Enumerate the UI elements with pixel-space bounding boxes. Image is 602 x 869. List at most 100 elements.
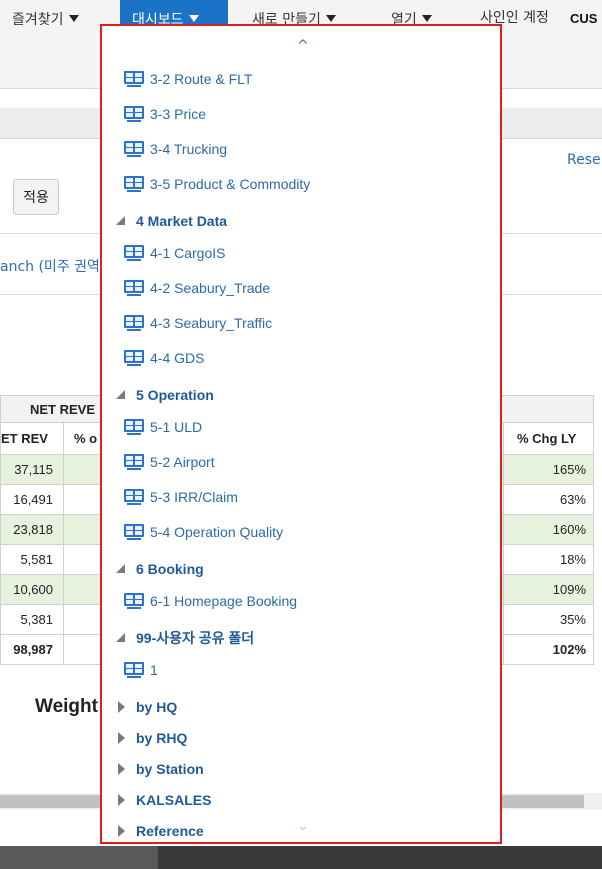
menu-folder-collapsed[interactable]: KALSALES: [116, 790, 211, 810]
cell-chg-ly: 18%: [559, 552, 586, 567]
menu-folder-label: by RHQ: [136, 730, 188, 746]
table-group-title: NET REVE: [30, 402, 96, 417]
menu-item-label: 3-5 Product & Commodity: [150, 176, 311, 192]
menu-folder-label: by HQ: [136, 699, 178, 715]
menu-folder-label: 5 Operation: [136, 387, 214, 403]
divider: [63, 635, 64, 664]
collapsed-triangle-icon[interactable]: [118, 763, 125, 775]
menu-item-label: 3-2 Route & FLT: [150, 71, 253, 87]
menu-folder-label: 6 Booking: [136, 561, 204, 577]
dashboard-menu-item[interactable]: 4-3 Seabury_Traffic: [124, 312, 272, 334]
collapsed-triangle-icon[interactable]: [118, 701, 125, 713]
menu-item-label: 3-3 Price: [150, 106, 207, 122]
signed-in-label: 사인인 계정: [480, 10, 549, 26]
reset-link[interactable]: Rese: [567, 152, 601, 168]
expanded-triangle-icon[interactable]: [116, 215, 125, 225]
menu-folder-expanded[interactable]: 5 Operation: [116, 385, 214, 405]
dashboard-icon: [124, 244, 144, 262]
scroll-down-icon[interactable]: ⌄: [297, 818, 309, 834]
cell-net-rev: 5,581: [20, 552, 53, 567]
divider: [503, 635, 504, 664]
menu-folder-collapsed[interactable]: by RHQ: [116, 728, 187, 748]
divider: [503, 423, 504, 455]
cell-chg-ly: 109%: [552, 582, 586, 597]
cell-chg-ly: 102%: [552, 642, 586, 657]
expanded-triangle-icon[interactable]: [116, 563, 125, 573]
cell-net-rev: 10,600: [13, 582, 53, 597]
dashboard-menu-item[interactable]: 4-4 GDS: [124, 347, 204, 369]
menu-folder-expanded[interactable]: 99-사용자 공유 폴더: [116, 628, 254, 648]
cell-chg-ly: 63%: [559, 492, 586, 507]
menu-item-label: 5-3 IRR/Claim: [150, 489, 238, 505]
expanded-triangle-icon[interactable]: [116, 632, 125, 642]
scroll-up-icon[interactable]: ^: [297, 38, 309, 54]
dashboard-icon: [124, 592, 144, 610]
menu-folder-label: 99-사용자 공유 폴더: [136, 630, 255, 646]
dashboard-menu-item[interactable]: 5-2 Airport: [124, 451, 215, 473]
col-pct: % o: [74, 431, 98, 446]
menu-folder-expanded[interactable]: 4 Market Data: [116, 211, 227, 231]
divider: [63, 605, 64, 634]
menu-item-label: 6-1 Homepage Booking: [150, 593, 298, 609]
divider: [63, 485, 64, 514]
collapsed-triangle-icon[interactable]: [118, 825, 125, 837]
menu-item-label: 4-3 Seabury_Traffic: [150, 315, 273, 331]
divider: [503, 485, 504, 514]
cell-net-rev: 37,115: [14, 462, 53, 477]
dashboard-icon: [124, 661, 144, 679]
dashboard-menu-item[interactable]: 3-2 Route & FLT: [124, 68, 252, 90]
nav-favorites[interactable]: 즐겨찾기: [12, 9, 79, 29]
bottom-bar-segment: [0, 846, 158, 869]
dashboard-menu-item[interactable]: 3-4 Trucking: [124, 138, 227, 160]
dashboard-menu-item[interactable]: 5-4 Operation Quality: [124, 521, 283, 543]
dashboard-icon: [124, 140, 144, 158]
divider: [63, 423, 64, 455]
apply-button[interactable]: 적용: [13, 179, 59, 215]
branch-link[interactable]: anch (미주 권역: [0, 259, 100, 275]
expanded-triangle-icon[interactable]: [116, 389, 125, 399]
cell-chg-ly: 35%: [559, 612, 586, 627]
divider: [63, 575, 64, 604]
menu-folder-collapsed[interactable]: by HQ: [116, 697, 177, 717]
dashboard-icon: [124, 70, 144, 88]
menu-item-label: 1: [150, 662, 158, 678]
collapsed-triangle-icon[interactable]: [118, 794, 125, 806]
dashboard-menu-item[interactable]: 5-1 ULD: [124, 416, 202, 438]
dashboard-menu-item[interactable]: 4-2 Seabury_Trade: [124, 277, 270, 299]
menu-folder-label: by Station: [136, 761, 204, 777]
caret-down-icon: [188, 15, 199, 22]
divider: [63, 455, 64, 484]
menu-folder-expanded[interactable]: 6 Booking: [116, 559, 204, 579]
menu-item-label: 5-2 Airport: [150, 454, 215, 470]
dashboard-menu-item[interactable]: 4-1 CargoIS: [124, 242, 225, 264]
dashboard-menu-item[interactable]: 3-3 Price: [124, 103, 206, 125]
bottom-bar: [0, 846, 602, 869]
user-menu[interactable]: CUS: [570, 11, 598, 26]
divider: [503, 545, 504, 574]
divider: [503, 605, 504, 634]
dashboard-icon: [124, 105, 144, 123]
divider: [503, 575, 504, 604]
dashboard-icon: [124, 488, 144, 506]
caret-down-icon: [68, 15, 79, 22]
caret-down-icon: [421, 15, 432, 22]
cell-chg-ly: 165%: [552, 462, 586, 477]
menu-folder-collapsed[interactable]: by Station: [116, 759, 204, 779]
menu-item-label: 4-2 Seabury_Trade: [150, 280, 271, 296]
dashboard-menu-item[interactable]: 5-3 IRR/Claim: [124, 486, 238, 508]
menu-folder-collapsed[interactable]: Reference: [116, 821, 204, 841]
dashboard-menu-item[interactable]: 6-1 Homepage Booking: [124, 590, 297, 612]
cell-net-rev: 98,987: [13, 642, 53, 657]
dashboard-icon: [124, 175, 144, 193]
col-net-rev: ET REV: [1, 431, 48, 446]
dashboard-menu-item[interactable]: 1: [124, 659, 158, 681]
dashboard-dropdown-menu: ^ 3-2 Route & FLT 3-3 Price 3-4 Trucking 3-…: [100, 24, 502, 844]
collapsed-triangle-icon[interactable]: [118, 732, 125, 744]
menu-folder-label: KALSALES: [136, 792, 212, 808]
dashboard-icon: [124, 349, 144, 367]
divider: [503, 455, 504, 484]
dashboard-menu-item[interactable]: 3-5 Product & Commodity: [124, 173, 310, 195]
dashboard-icon: [124, 314, 144, 332]
dashboard-icon: [124, 279, 144, 297]
cell-net-rev: 16,491: [13, 492, 53, 507]
